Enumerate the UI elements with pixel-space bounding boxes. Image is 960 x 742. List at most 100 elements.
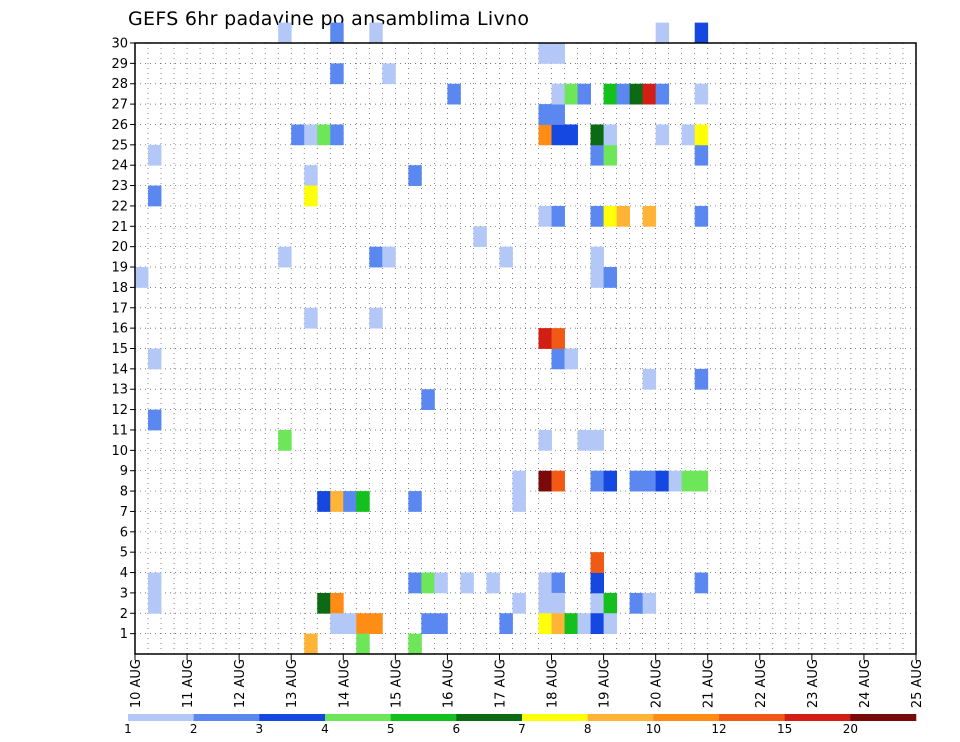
heatmap-cell [642,205,657,227]
heatmap-cell [278,246,292,268]
heatmap-cell [148,409,162,431]
x-tick-label: 25 AUG [910,659,925,708]
heatmap-cell [499,613,513,635]
heatmap-cell [460,572,474,594]
y-tick-label: 16 [111,322,128,337]
x-tick-label: 13 AUG [285,659,300,708]
heatmap-cell [681,470,696,492]
legend-label: 3 [256,722,264,736]
y-tick-label: 6 [120,525,128,540]
heatmap-cell [694,83,709,105]
y-tick-label: 30 [111,37,128,52]
heatmap-cell [681,124,696,146]
legend-label: 15 [777,722,792,736]
heatmap-cell [291,124,305,146]
legend-swatch [390,714,457,721]
chart-title: GEFS 6hr padavine po ansamblima Livno [128,8,530,30]
legend-swatch [587,714,654,721]
heatmap-cell [629,592,644,614]
heatmap-cell [603,124,618,146]
heatmap-cell [694,22,709,44]
y-tick-label: 8 [120,485,128,500]
legend-swatch [193,714,260,721]
heatmap-cell [538,613,552,635]
heatmap-cell [538,43,552,64]
heatmap-cell [616,83,631,105]
heatmap-cell [369,246,383,268]
y-tick-label: 13 [111,383,128,398]
heatmap-cell [317,124,331,146]
y-tick-label: 22 [111,199,128,214]
legend-swatch [653,714,720,721]
heatmap-cell [330,592,344,614]
heatmap-cell [317,592,331,614]
heatmap-cell [590,613,604,635]
heatmap-cell [603,144,618,166]
legend-label: 2 [190,722,198,736]
legend-label: 1 [124,722,132,736]
legend-label: 5 [387,722,395,736]
y-tick-label: 26 [111,118,128,133]
heatmap-cell [408,633,422,655]
heatmap-cell [278,429,292,451]
y-tick-label: 24 [111,159,128,174]
heatmap-cell [421,613,435,635]
legend-swatch [259,714,326,721]
heatmap-cell [694,368,709,390]
y-tick-label: 9 [120,464,128,479]
heatmap-cell [564,83,578,105]
heatmap-cell [603,205,618,227]
heatmap-cell [148,348,162,370]
legend-label: 4 [321,722,329,736]
heatmap-cell [369,613,383,635]
heatmap-cell [616,205,631,227]
y-tick-label: 11 [111,423,128,438]
legend-label: 10 [646,722,661,736]
heatmap-cell [551,43,565,64]
x-tick-label: 12 AUG [233,659,248,708]
heatmap-cell [538,470,552,492]
heatmap-cell [369,307,383,329]
y-tick-label: 3 [120,586,128,601]
x-tick-label: 20 AUG [650,659,665,708]
heatmap-cell [369,22,383,44]
heatmap-cell [655,83,670,105]
heatmap-cell [408,572,422,594]
heatmap-cell [577,83,591,105]
heatmap-cell [551,470,565,492]
x-tick-label: 15 AUG [389,659,404,708]
heatmap-cell [551,205,565,227]
heatmap-cell [577,613,591,635]
heatmap-cell [148,592,162,614]
heatmap-cell [278,22,292,44]
heatmap-cell [408,491,422,512]
legend-swatch [456,714,523,721]
heatmap-cell [148,572,162,594]
x-tick-label: 11 AUG [181,659,196,708]
y-tick-label: 2 [120,607,128,622]
heatmap-cell [655,470,670,492]
heatmap-cell [694,124,709,146]
legend-swatch [719,714,785,721]
y-tick-label: 21 [111,220,128,235]
heatmap-cell [603,470,618,492]
heatmap-cell [538,592,552,614]
x-tick-label: 24 AUG [858,659,873,708]
legend-swatch [850,714,917,721]
heatmap-cell [473,226,487,248]
heatmap-cell [564,124,578,146]
heatmap-cell [551,83,565,105]
x-tick-label: 14 AUG [337,659,352,708]
heatmap-cell [356,633,370,655]
heatmap-cell [603,267,618,288]
legend-swatch [128,714,194,721]
heatmap-cell [343,491,357,512]
legend-swatch [522,714,588,721]
heatmap-cell [551,613,565,635]
heatmap-cell [486,572,500,594]
heatmap-cell [382,63,396,85]
heatmap-cell [330,491,344,512]
heatmap-cell [590,592,604,614]
heatmap-cell [538,328,552,349]
heatmap-cell [655,22,670,44]
